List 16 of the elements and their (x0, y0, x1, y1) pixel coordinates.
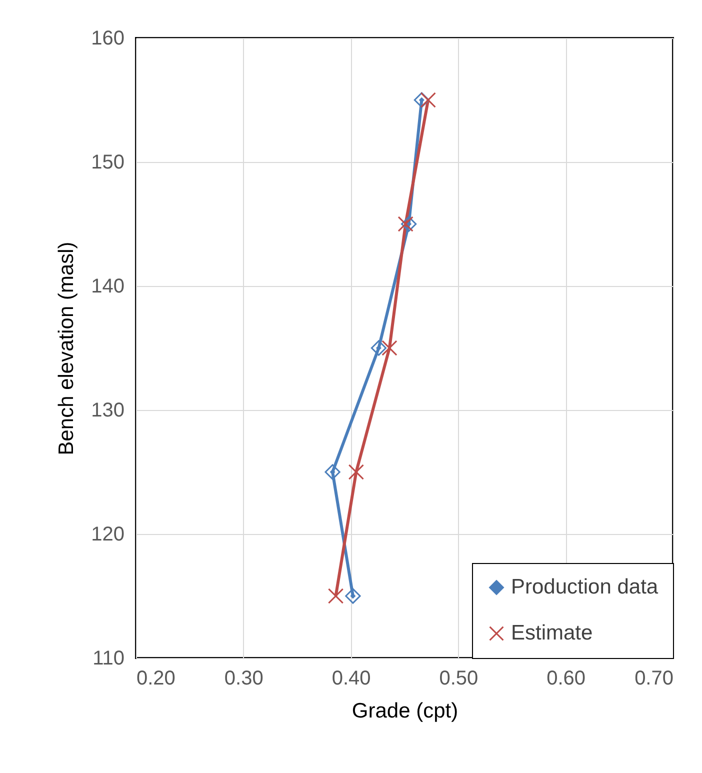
legend-label: Production data (511, 576, 658, 598)
y-tick-label: 150 (91, 152, 124, 174)
y-tick-label: 120 (91, 524, 124, 546)
x-tick-label: 0.40 (332, 668, 371, 690)
y-tick-label: 130 (91, 400, 124, 422)
x-axis-title: Grade (cpt) (352, 700, 458, 722)
x-tick-label: 0.30 (224, 668, 264, 690)
x-tick-label: 0.20 (136, 668, 176, 690)
y-tick-label: 140 (91, 276, 124, 298)
x-tick-label: 0.60 (546, 668, 586, 690)
x-tick-label: 0.50 (439, 668, 478, 690)
y-tick-label: 160 (91, 28, 124, 50)
x-tick-label: 0.70 (634, 668, 674, 690)
y-tick-label: 110 (92, 648, 124, 670)
legend-label: Estimate (511, 622, 593, 644)
y-axis-title: Bench elevation (masl) (55, 242, 78, 456)
